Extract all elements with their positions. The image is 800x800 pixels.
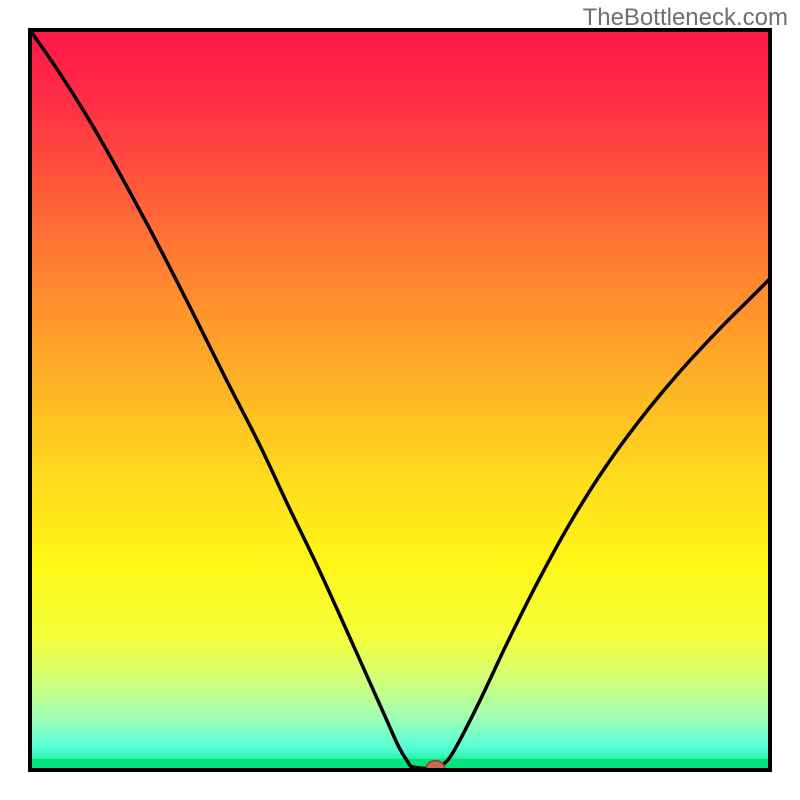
- bottleneck-curve-chart: [0, 0, 800, 800]
- gradient-background: [30, 30, 770, 770]
- optimum-marker: [427, 761, 445, 775]
- chart-stage: TheBottleneck.com: [0, 0, 800, 800]
